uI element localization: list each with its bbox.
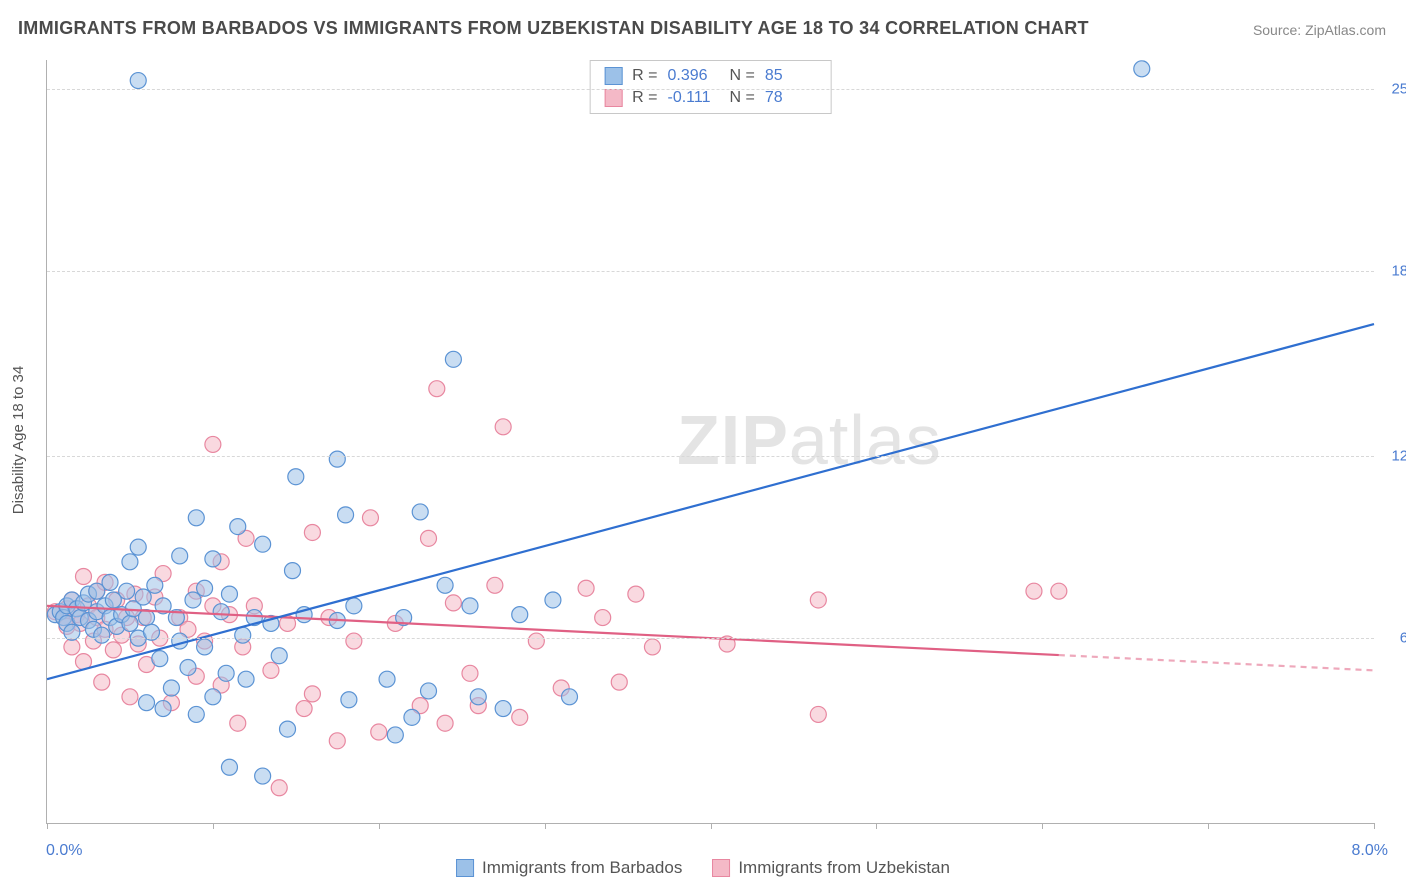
legend-item-uzbekistan: Immigrants from Uzbekistan [712,858,950,878]
swatch-barbados-icon [456,859,474,877]
stats-row-barbados: R = 0.396 N = 85 [604,65,817,87]
correlation-chart: IMMIGRANTS FROM BARBADOS VS IMMIGRANTS F… [0,0,1406,892]
y-tick-label: 18.8% [1391,263,1406,280]
legend: Immigrants from Barbados Immigrants from… [456,858,950,878]
y-tick-label: 6.3% [1400,630,1406,647]
plot-area: ZIPatlas R = 0.396 N = 85 R = -0.111 N =… [46,60,1374,824]
y-axis-label: Disability Age 18 to 34 [10,366,27,514]
legend-item-barbados: Immigrants from Barbados [456,858,682,878]
source-label: Source: ZipAtlas.com [1253,22,1386,38]
y-tick-label: 12.5% [1391,448,1406,465]
legend-label: Immigrants from Uzbekistan [738,858,950,878]
swatch-uzbekistan [604,89,622,107]
swatch-uzbekistan-icon [712,859,730,877]
x-axis-max-label: 8.0% [1352,842,1388,860]
x-axis-min-label: 0.0% [46,842,82,860]
chart-title: IMMIGRANTS FROM BARBADOS VS IMMIGRANTS F… [18,18,1089,39]
plot-svg [47,60,1374,823]
legend-label: Immigrants from Barbados [482,858,682,878]
swatch-barbados [604,67,622,85]
y-tick-label: 25.0% [1391,81,1406,98]
stats-box: R = 0.396 N = 85 R = -0.111 N = 78 [589,60,832,114]
